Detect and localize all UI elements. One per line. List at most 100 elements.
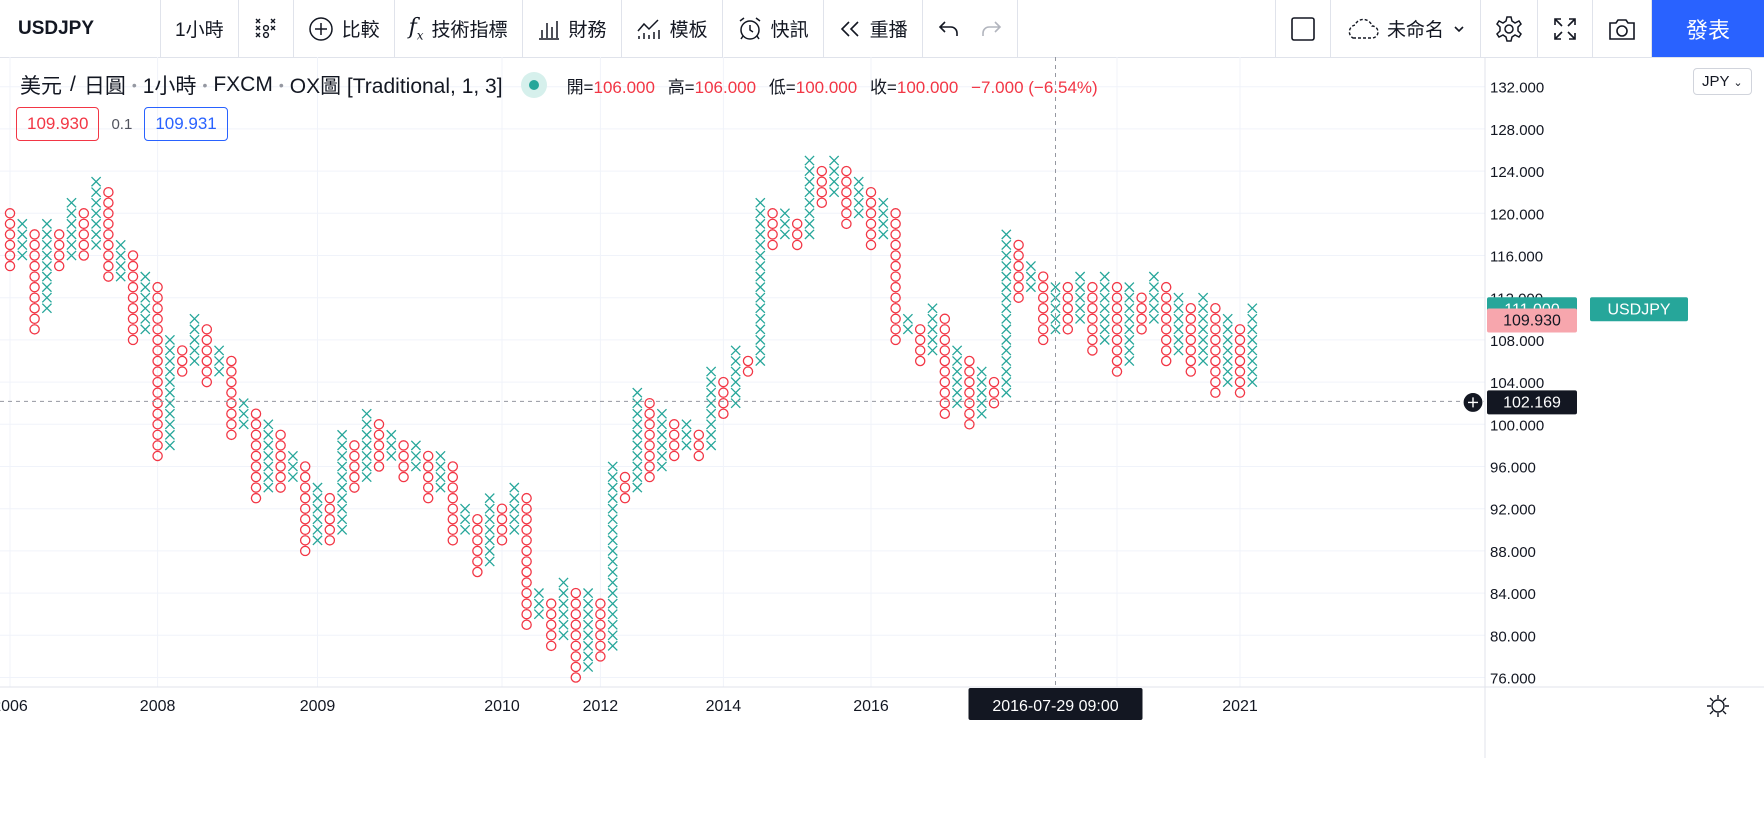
o-column	[1013, 239, 1024, 303]
o-box	[841, 186, 852, 198]
x-box	[312, 514, 323, 525]
o-box	[595, 608, 606, 620]
fullscreen-button[interactable]	[1538, 0, 1593, 57]
undo-button[interactable]	[923, 0, 1018, 57]
x-box	[263, 482, 274, 493]
interval-button[interactable]: 1小時	[161, 0, 239, 57]
x-box	[1198, 345, 1209, 356]
o-box	[890, 281, 901, 293]
x-box	[681, 440, 692, 451]
o-box	[939, 387, 951, 398]
x-column	[1075, 271, 1086, 324]
compare-button[interactable]: 比較	[294, 0, 395, 57]
x-box	[1222, 324, 1233, 335]
o-box	[570, 672, 582, 683]
symbol-search-button[interactable]: USDJPY	[0, 0, 161, 57]
crosshair-plus-icon-glyph	[1468, 397, 1478, 408]
x-column	[853, 176, 864, 219]
o-column	[1210, 302, 1221, 398]
o-box	[939, 408, 951, 419]
o-box	[29, 302, 40, 314]
currency-select[interactable]: JPY ⌄	[1693, 68, 1752, 95]
x-box	[1075, 303, 1086, 314]
legend-interval[interactable]: 1小時	[142, 75, 197, 98]
settings-button[interactable]	[1481, 0, 1538, 57]
o-box	[644, 461, 655, 472]
o-box	[964, 387, 975, 398]
publish-button[interactable]: 發表	[1651, 0, 1764, 57]
replay-button[interactable]: 重播	[824, 0, 923, 57]
pnf-chart[interactable]: 76.000 80.000 84.000 88.000 92.000 96.000 100.…	[0, 57, 1764, 815]
legend-exchange[interactable]: FXCM	[213, 73, 273, 96]
x-box	[337, 440, 348, 451]
o-box	[1160, 324, 1172, 335]
o-box	[1087, 345, 1098, 356]
sell-price-button[interactable]: 109.930	[16, 107, 100, 141]
o-box	[472, 513, 483, 525]
screenshot-button[interactable]	[1593, 0, 1652, 57]
y-tick-label: 96.000	[1490, 460, 1536, 477]
o-box	[841, 165, 852, 177]
o-box	[644, 471, 655, 483]
o-box	[275, 429, 286, 441]
templates-button[interactable]: 模板	[622, 0, 723, 57]
redo-icon[interactable]	[979, 19, 1003, 39]
o-box	[422, 461, 434, 472]
legend-quote-currency[interactable]: 日圓	[83, 75, 126, 98]
o-box	[103, 229, 114, 240]
o-box	[1111, 313, 1123, 325]
x-column	[435, 450, 446, 493]
x-box	[189, 313, 200, 324]
o-box	[1013, 260, 1024, 272]
alerts-button[interactable]: 快訊	[723, 0, 824, 57]
series-legend: 美元 / 日圓 • 1小時 • FXCM • OX圖 [Traditional,…	[20, 70, 1098, 100]
x-box	[164, 366, 175, 377]
o-column	[619, 471, 631, 504]
buy-price-button[interactable]: 109.931	[144, 107, 228, 141]
legend-chart-type[interactable]: OX圖 [Traditional, 1, 3]	[289, 75, 503, 98]
o-box	[226, 408, 237, 419]
x-column	[952, 345, 963, 409]
o-box	[4, 208, 16, 219]
o-box	[250, 482, 262, 493]
o-box	[742, 366, 754, 377]
o-column	[742, 355, 754, 377]
o-box	[29, 313, 40, 325]
x-box	[337, 524, 348, 535]
legend-base-currency[interactable]: 美元	[20, 75, 62, 98]
x-box	[853, 187, 864, 198]
x-box	[435, 471, 446, 483]
x-box	[878, 229, 889, 240]
cloud-icon	[1345, 18, 1379, 40]
financials-button[interactable]: 財務	[523, 0, 622, 57]
x-box	[1124, 282, 1135, 293]
x-box	[607, 566, 618, 578]
x-box	[1247, 334, 1258, 345]
chart-type-button[interactable]	[239, 0, 294, 57]
x-box	[361, 429, 372, 440]
o-box	[1210, 345, 1221, 356]
x-box	[878, 218, 889, 229]
o-box	[472, 566, 483, 578]
o-box	[841, 197, 852, 208]
o-box	[447, 471, 459, 483]
layout-name-button[interactable]: 未命名	[1331, 0, 1481, 57]
o-box	[250, 419, 262, 430]
x-box	[755, 239, 766, 251]
o-box	[398, 450, 409, 462]
x-box	[91, 229, 102, 240]
x-box	[1099, 303, 1110, 314]
market-status-icon[interactable]	[520, 72, 547, 98]
x-column	[337, 429, 348, 535]
compare-label: 比較	[341, 20, 380, 41]
x-box	[632, 419, 643, 430]
x-box	[41, 229, 52, 240]
indicators-button[interactable]: fx 技術指標	[395, 0, 523, 57]
o-box	[373, 461, 385, 472]
o-box	[1160, 292, 1172, 303]
ohlc-values: 開=106.000 高=106.000 低=100.000 收=100.000 …	[567, 73, 1098, 98]
x-column	[1247, 303, 1258, 388]
x-box	[976, 398, 987, 409]
select-layout-button[interactable]	[1276, 0, 1331, 57]
o-box	[521, 608, 532, 620]
